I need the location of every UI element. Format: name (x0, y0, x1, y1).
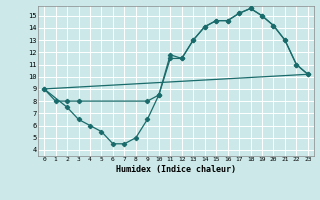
X-axis label: Humidex (Indice chaleur): Humidex (Indice chaleur) (116, 165, 236, 174)
